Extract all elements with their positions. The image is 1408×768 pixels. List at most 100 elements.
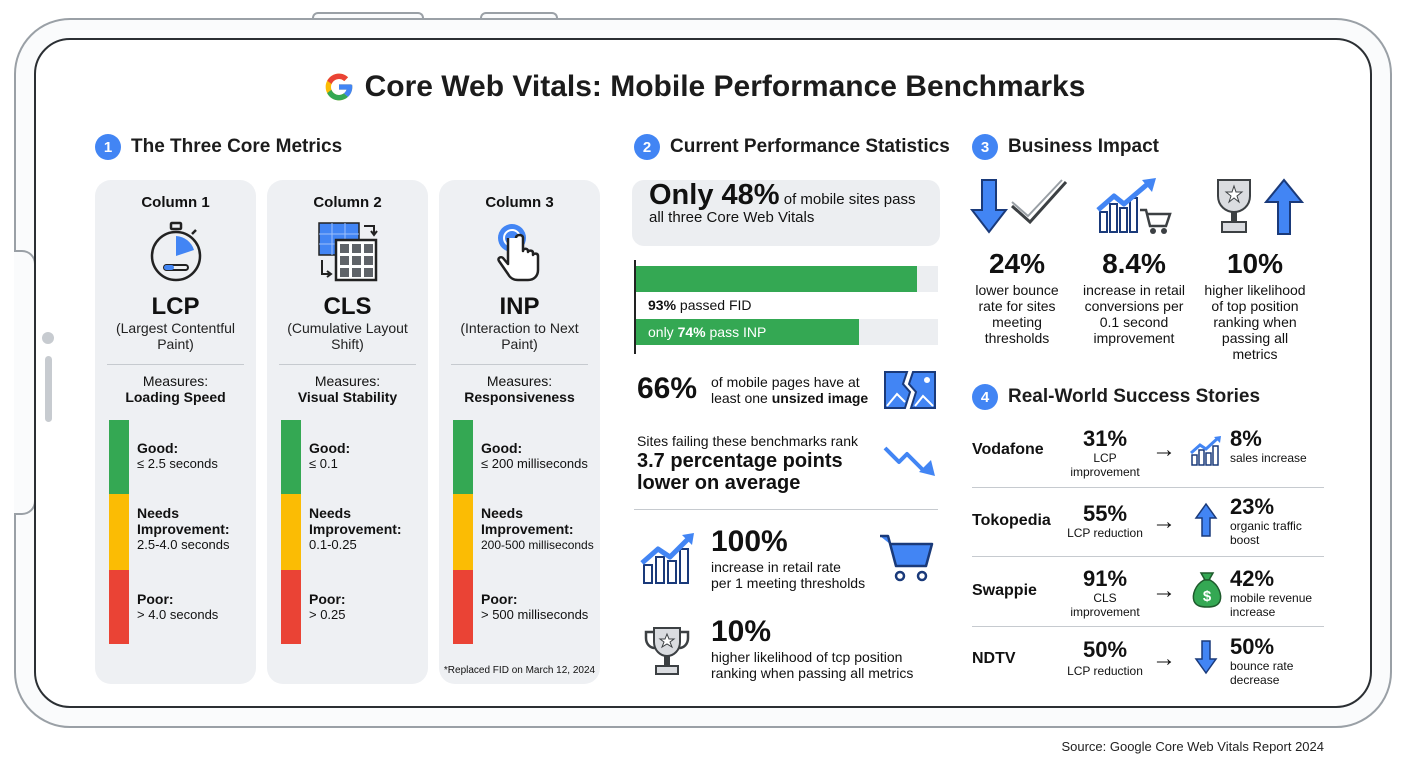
fid-label: 93% passed FID <box>648 297 752 313</box>
story-result-value: 8% <box>1230 426 1262 451</box>
bar-growth-icon <box>640 533 694 584</box>
pass-rate-text: Only 48% of mobile sites pass all three … <box>649 181 934 227</box>
phone-speaker-pill <box>45 356 52 422</box>
impact-text: higher likelihood of top position rankin… <box>1204 282 1306 362</box>
tap-icon <box>496 224 539 282</box>
good-label: Good: <box>481 440 523 456</box>
story-result-label: bounce rate decrease <box>1230 659 1294 687</box>
section-title: Business Impact <box>1008 136 1159 157</box>
poor-label: Poor: <box>137 591 174 607</box>
divider <box>107 364 244 365</box>
metric-card-cls: Column 2 CLS (Cumulative Layout Shift) M… <box>267 180 428 684</box>
story-metric-label: CLS improvement <box>1070 591 1140 619</box>
measures-value: Responsiveness <box>464 389 575 405</box>
story-row: NDTV 50% LCP reduction → 50% bounce rate… <box>972 627 1324 693</box>
story-row: Swappie 91% CLS improvement → $ 42% mobi… <box>972 557 1324 627</box>
trend-down-icon <box>883 446 935 476</box>
company-name: Vodafone <box>972 441 1044 458</box>
good-label: Good: <box>137 440 179 456</box>
needs-label: Needs Improvement: <box>481 505 574 537</box>
pass-rate-callout: Only 48% of mobile sites pass all three … <box>632 180 940 246</box>
metric-full-name: (Largest Contentful Paint) <box>115 320 236 352</box>
poor-threshold: Poor: > 500 milliseconds <box>481 591 596 623</box>
needs-improvement-bar <box>453 494 473 570</box>
good-value: ≤ 0.1 <box>309 456 338 471</box>
measures-block: Measures: Loading Speed <box>95 373 256 405</box>
poor-label: Poor: <box>481 591 518 607</box>
needs-improvement-bar <box>109 494 129 570</box>
impact-value: 10% <box>1226 248 1284 279</box>
poor-threshold: Poor: > 4.0 seconds <box>137 591 252 623</box>
phone-button-top-right <box>480 12 558 22</box>
story-row: Tokopedia 55% LCP reduction → 23% organi… <box>972 488 1324 557</box>
good-bar <box>109 420 129 494</box>
poor-value: > 500 milliseconds <box>481 607 589 622</box>
fid-text: passed FID <box>679 297 752 313</box>
poor-label: Poor: <box>309 591 346 607</box>
section-3-header: 3 Business Impact <box>972 134 1159 160</box>
chart-cart-icon <box>1096 178 1172 234</box>
measures-value: Visual Stability <box>297 389 398 405</box>
pass-rate-value: Only 48% <box>649 179 780 211</box>
footnote: *Replaced FID on March 12, 2024 <box>443 665 596 676</box>
good-bar <box>453 420 473 494</box>
metric-full-name: (Cumulative Layout Shift) <box>287 320 408 352</box>
story-metric-label: LCP reduction <box>1067 664 1143 678</box>
rank-bold-1: 3.7 percentage points <box>637 450 843 472</box>
poor-bar <box>453 570 473 644</box>
trophy-up-icon <box>1217 178 1305 235</box>
phone-button-top-left <box>312 12 424 22</box>
needs-improvement-bar <box>281 494 301 570</box>
company-name: Swappie <box>972 582 1037 599</box>
metric-abbreviation: LCP <box>151 293 200 320</box>
rank-bold-2: lower on average <box>637 472 801 494</box>
section-1-header: 1 The Three Core Metrics <box>95 134 342 160</box>
good-value: ≤ 2.5 seconds <box>137 456 218 471</box>
phone-screen <box>34 38 1372 708</box>
section-number: 4 <box>972 384 998 410</box>
good-value: ≤ 200 milliseconds <box>481 456 588 471</box>
top-position-text-1: higher likelihood of tcp position <box>711 649 903 665</box>
metric-full-name: (Interaction to Next Paint) <box>460 320 579 352</box>
phone-camera-dot <box>42 332 54 344</box>
story-result-value: 42% <box>1230 566 1275 591</box>
section-number: 2 <box>634 134 660 160</box>
poor-bar <box>281 570 301 644</box>
phone-side-notch <box>14 250 36 515</box>
story-result-label: mobile revenue increase <box>1230 591 1313 619</box>
inp-text: pass INP <box>709 324 767 340</box>
good-label: Good: <box>309 440 351 456</box>
inp-label: only 74% pass INP <box>648 324 766 340</box>
company-name: NDTV <box>972 650 1016 667</box>
arrow-right-icon: → <box>1152 508 1176 535</box>
section-title: Real-World Success Stories <box>1008 386 1261 407</box>
measures-value: Loading Speed <box>125 389 226 405</box>
measures-label: Measures: <box>314 373 381 389</box>
page-title-text: Core Web Vitals: Mobile Performance Benc… <box>364 70 1086 103</box>
top-position-value: 10% <box>711 615 772 648</box>
unsized-value: 66% <box>637 372 698 405</box>
impact-text: lower bounce rate for sites meeting thre… <box>975 282 1059 346</box>
story-result-value: 23% <box>1230 494 1275 519</box>
arrow-right-icon: → <box>1152 436 1176 463</box>
arrow-down-icon <box>1194 640 1218 675</box>
impact-text: increase in retail conversions per 0.1 s… <box>1083 282 1185 346</box>
story-metric-value: 31% <box>1082 426 1128 451</box>
section-4-header: 4 Real-World Success Stories <box>972 384 1260 410</box>
unsized-label: of mobile pages have at least one <box>711 374 860 406</box>
stopwatch-icon <box>150 221 201 282</box>
story-metric-label: LCP reduction <box>1067 526 1143 540</box>
column-title: Column 1 <box>141 194 210 211</box>
section-number: 1 <box>95 134 121 160</box>
unsized-text: of mobile pages have at least one unsize… <box>711 374 881 406</box>
section-title: Current Performance Statistics <box>670 136 950 157</box>
bounce-down-icon <box>970 179 1068 234</box>
story-result-value: 50% <box>1230 634 1275 659</box>
story-result-label: sales increase <box>1230 451 1307 465</box>
story-metric-value: 50% <box>1082 637 1128 662</box>
section-2-header: 2 Current Performance Statistics <box>634 134 950 160</box>
pass-rate-label: of mobile sites pass all three Core Web … <box>649 191 916 226</box>
needs-improvement-threshold: Needs Improvement: 2.5-4.0 seconds <box>137 505 252 553</box>
inp-prefix: only <box>648 324 674 340</box>
inp-value: 74% <box>677 324 706 340</box>
